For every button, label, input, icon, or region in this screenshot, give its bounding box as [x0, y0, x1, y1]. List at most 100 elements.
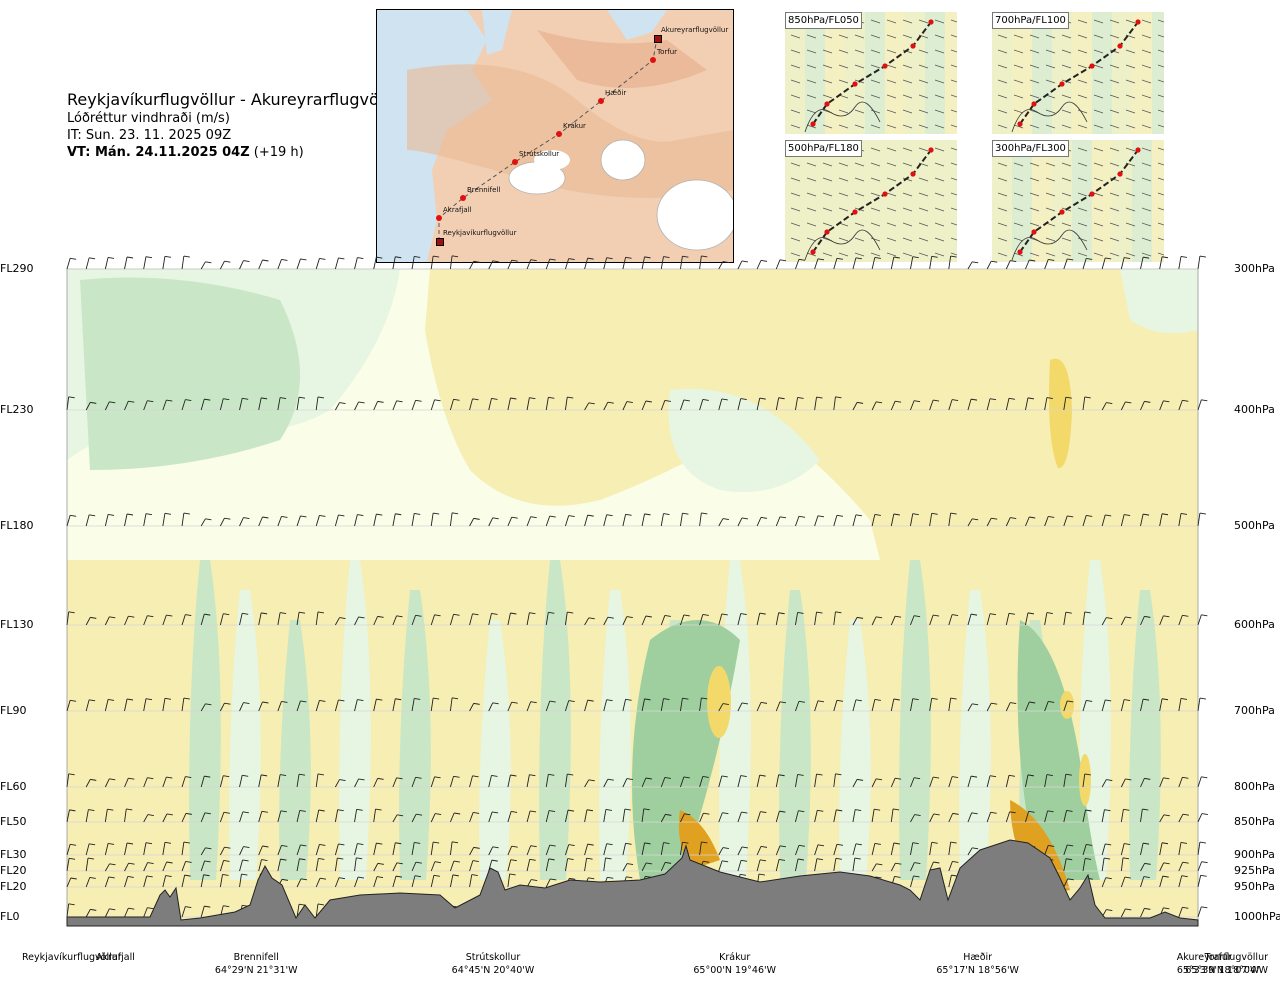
wind-barb — [68, 857, 76, 860]
wind-barb — [1124, 843, 1131, 845]
wind-barb — [526, 516, 532, 527]
wind-barb — [568, 844, 575, 847]
wind-barb — [587, 257, 594, 260]
wind-barb — [641, 256, 645, 270]
wind-barb — [816, 773, 823, 776]
wind-barb — [124, 616, 129, 626]
wind-barb — [338, 877, 346, 880]
wind-barb — [1105, 877, 1112, 880]
wind-barb — [1005, 260, 1011, 270]
wind-barb — [1140, 514, 1144, 527]
location-name: Strútskollur — [465, 952, 521, 963]
wind-barb — [622, 699, 627, 712]
wind-barb — [549, 258, 556, 261]
wind-barb — [1086, 843, 1093, 846]
wind-barb — [1044, 259, 1049, 270]
wind-barb — [223, 811, 230, 814]
pressure-level-label: 300hPa — [1234, 262, 1275, 275]
wind-barb — [986, 812, 992, 823]
wind-barb — [315, 844, 320, 856]
wind-barb — [526, 774, 530, 788]
wind-barb — [526, 612, 530, 626]
wind-barb — [85, 402, 91, 411]
vv-region — [599, 590, 631, 880]
wind-barb — [1120, 778, 1126, 788]
level-map-3: 500hPa/FL180 — [785, 140, 957, 262]
wind-barb — [1163, 400, 1170, 403]
wind-barb — [1029, 259, 1036, 262]
wind-barb — [1008, 774, 1016, 777]
wind-barb — [855, 699, 862, 702]
wind-barb — [334, 843, 339, 856]
wind-barb — [817, 844, 825, 847]
wind-barb — [756, 702, 762, 712]
wind-barb — [741, 260, 749, 263]
wind-barb — [584, 402, 590, 411]
wind-barb — [319, 257, 326, 260]
wind-barb — [644, 842, 651, 845]
wind-barb — [893, 698, 900, 701]
wind-barb — [70, 514, 77, 517]
wind-barb — [952, 776, 959, 779]
wind-barb — [357, 843, 364, 845]
wind-barb — [219, 775, 224, 788]
wind-barb — [699, 255, 702, 270]
wind-barb — [258, 516, 263, 527]
wind-barb — [469, 613, 473, 626]
wind-barb — [239, 517, 244, 527]
wind-barb — [1140, 808, 1143, 823]
wind-barb — [660, 862, 666, 872]
wind-barb — [411, 777, 416, 788]
wind-barb — [124, 862, 129, 872]
wind-barb — [1025, 811, 1030, 823]
wind-barb — [143, 513, 147, 527]
wind-barb — [258, 259, 263, 270]
wind-barb — [338, 257, 345, 260]
wind-barb — [128, 862, 135, 865]
wind-barb — [262, 259, 269, 262]
wind-barb — [280, 810, 287, 813]
wind-barb — [874, 698, 881, 701]
wind-barb — [373, 843, 377, 856]
flight-level-label: FL30 — [0, 848, 27, 861]
wind-barb — [1044, 774, 1048, 788]
wind-barb — [797, 858, 805, 861]
wind-barb — [392, 513, 396, 527]
wind-barb — [586, 857, 593, 860]
wind-barb — [258, 701, 263, 712]
wind-barb — [605, 808, 612, 811]
wind-barb — [185, 614, 192, 617]
wind-barb — [607, 876, 614, 879]
wind-barb — [699, 614, 704, 626]
wind-barb — [531, 879, 538, 882]
wind-barb — [933, 861, 940, 864]
wind-barb — [603, 699, 608, 712]
wind-barb — [1047, 810, 1054, 813]
wind-barb — [1082, 844, 1087, 856]
wind-barb — [104, 843, 109, 856]
wind-barb — [338, 514, 345, 517]
wind-barb — [433, 874, 440, 877]
wind-barb — [1140, 843, 1144, 856]
wind-barb — [392, 814, 398, 823]
wind-barb — [910, 400, 915, 411]
wind-barb — [354, 616, 359, 626]
wind-barb — [143, 777, 148, 788]
wind-barb — [989, 775, 997, 778]
wind-barb — [699, 512, 702, 527]
wind-barb — [200, 613, 205, 626]
wind-barb — [469, 860, 474, 872]
level-map-1: 850hPa/FL050 — [785, 12, 957, 134]
wind-barb — [606, 699, 613, 702]
wind-barb — [756, 811, 761, 823]
wind-barb — [895, 615, 902, 618]
wind-barb — [737, 846, 743, 856]
wind-barb — [258, 811, 263, 823]
wind-barb — [775, 845, 781, 856]
wind-barb — [1197, 776, 1202, 788]
wind-barb — [871, 699, 876, 712]
wind-barb — [548, 810, 556, 812]
wind-barb — [317, 903, 325, 906]
terrain-profile — [66, 839, 1199, 927]
wind-barb — [967, 812, 973, 823]
